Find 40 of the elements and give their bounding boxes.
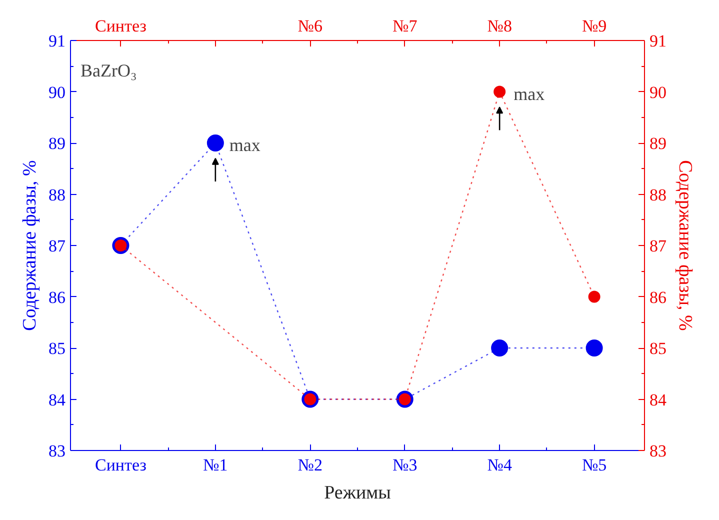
y2-tick-label: 83 xyxy=(650,442,666,460)
text: Синтез xyxy=(94,16,147,36)
x-tick-label: №1 xyxy=(203,456,228,474)
y2-tick-label: 84 xyxy=(650,390,667,410)
y-tick-label: 90 xyxy=(48,82,66,102)
point xyxy=(494,86,506,98)
x-tick-label: №5 xyxy=(582,456,607,474)
y-tick-label: 83 xyxy=(48,442,66,460)
x-tick-label: №4 xyxy=(487,456,512,474)
annotation: BaZrO₃ xyxy=(80,60,137,80)
text: №7 xyxy=(392,16,418,36)
y2-tick-label: 86 xyxy=(650,288,666,307)
y-tick-label: 89 xyxy=(48,134,66,153)
text: №9 xyxy=(582,16,607,36)
text: №8 xyxy=(487,16,512,36)
y2-tick-label: 88 xyxy=(650,185,666,204)
y-tick-label: 84 xyxy=(48,390,66,410)
y-tick-label: 91 xyxy=(48,32,66,50)
y-tick-label: 85 xyxy=(48,339,66,358)
y-axis-title: Содержание фазы, % xyxy=(20,160,40,331)
y2-tick-label: 89 xyxy=(650,134,666,153)
y2-tick-label: 85 xyxy=(650,339,666,358)
x-tick-label: Синтез xyxy=(94,456,147,474)
point xyxy=(491,340,508,356)
point xyxy=(588,290,600,303)
text: №6 xyxy=(298,16,323,36)
y-tick-label: 88 xyxy=(48,185,66,204)
x-tick-label: №2 xyxy=(298,456,323,474)
x-tick-label: №3 xyxy=(392,456,418,474)
point xyxy=(586,340,603,356)
annotation: max xyxy=(229,135,260,155)
x-axis-title: Режимы xyxy=(324,482,392,504)
y-tick-label: 86 xyxy=(48,288,66,307)
y2-tick-label: 90 xyxy=(650,82,666,102)
point xyxy=(206,134,224,152)
annotation: max xyxy=(514,84,545,104)
y2-axis-title: Содержание фазы, % xyxy=(674,160,696,331)
y2-tick-label: 87 xyxy=(650,236,667,256)
y2-tick-label: 91 xyxy=(650,32,666,50)
y-tick-label: 87 xyxy=(48,236,66,256)
